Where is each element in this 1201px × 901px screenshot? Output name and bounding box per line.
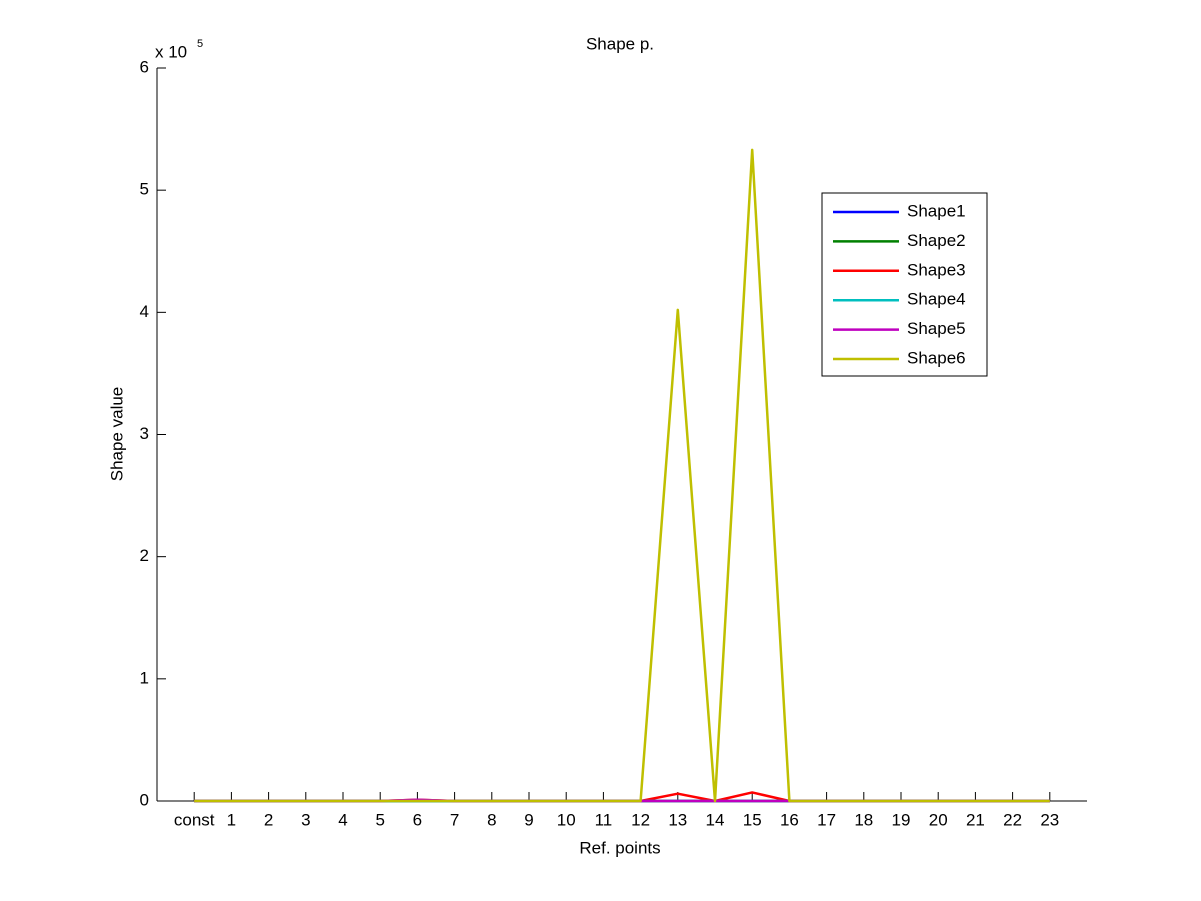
x-tick-label: 16 (780, 810, 799, 829)
y-axis-label: Shape value (107, 387, 126, 482)
x-tick-label: 15 (743, 810, 762, 829)
y-exponent: 5 (197, 38, 203, 50)
legend-label: Shape3 (907, 260, 966, 279)
legend-label: Shape1 (907, 201, 966, 220)
x-tick-label: 22 (1003, 810, 1022, 829)
chart-title: Shape p. (586, 34, 654, 53)
series-line (194, 148, 1050, 803)
x-tick-label: 8 (487, 810, 496, 829)
x-tick-label: 21 (966, 810, 985, 829)
x-tick-label: 7 (450, 810, 459, 829)
y-tick-label: 2 (140, 546, 149, 565)
legend-label: Shape6 (907, 348, 966, 367)
x-tick-label: 6 (413, 810, 422, 829)
x-tick-label: 12 (631, 810, 650, 829)
y-tick-label: 0 (140, 790, 149, 809)
x-tick-label: 5 (375, 810, 384, 829)
y-tick-label: 4 (140, 302, 149, 321)
x-tick-label: 3 (301, 810, 310, 829)
y-tick-label: 1 (140, 668, 149, 687)
x-tick-label: const (174, 810, 215, 829)
legend-label: Shape5 (907, 319, 966, 338)
legend-label: Shape2 (907, 231, 966, 250)
y-tick-label: 3 (140, 424, 149, 443)
x-tick-label: 19 (892, 810, 911, 829)
legend-label: Shape4 (907, 290, 966, 309)
y-multiplier: x 10 (155, 42, 187, 61)
x-tick-label: 17 (817, 810, 836, 829)
x-tick-label: 20 (929, 810, 948, 829)
y-tick-label: 5 (140, 180, 149, 199)
x-tick-label: 9 (524, 810, 533, 829)
legend-box (821, 192, 988, 377)
x-tick-label: 10 (557, 810, 576, 829)
x-axis-label: Ref. points (579, 838, 660, 857)
x-tick-label: 13 (668, 810, 687, 829)
x-tick-label: 2 (264, 810, 273, 829)
x-tick-label: 4 (338, 810, 347, 829)
y-tick-label: 6 (140, 57, 149, 76)
x-tick-label: 14 (706, 810, 725, 829)
x-tick-label: 1 (227, 810, 236, 829)
x-tick-label: 23 (1040, 810, 1059, 829)
legend: Shape1 Shape2 Shape3 Shape4 Shape5 Shape6 (821, 192, 988, 377)
x-tick-label: 18 (854, 810, 873, 829)
x-tick-label: 11 (595, 810, 613, 829)
